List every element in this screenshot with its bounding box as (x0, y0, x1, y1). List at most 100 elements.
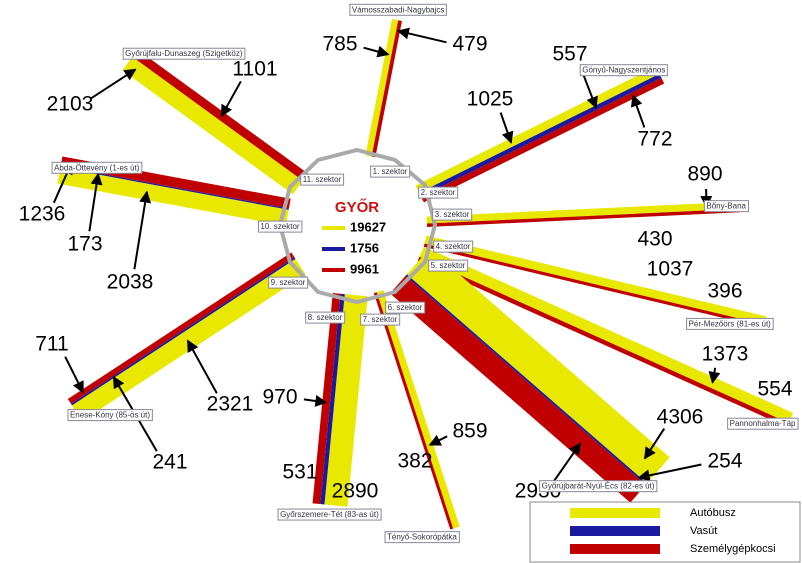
total: 9961 (350, 261, 379, 276)
corridor-name: Pér-Mezőörs (81-es út) (689, 319, 772, 328)
pointer-arrow (428, 434, 448, 446)
flow-value: 531 (282, 461, 317, 484)
flow-value: 1101 (232, 58, 277, 81)
pointer-arrow (363, 45, 390, 58)
flow-band (424, 235, 767, 325)
name-box (122, 47, 246, 60)
corridor-name: Tényő-Sokorópátka (387, 533, 457, 542)
sector-box (428, 259, 469, 272)
name-box (703, 200, 750, 213)
total: 1756 (350, 240, 379, 255)
flow-value: 711 (35, 333, 68, 356)
legend: Autóbusz Vasút Személygépkocsi (529, 501, 801, 563)
corridor-name: Pannonhalma-Táp (730, 419, 796, 428)
sector-label: 6. szektor (388, 303, 423, 312)
flow-value: 859 (452, 420, 487, 443)
sector-box (385, 301, 426, 314)
flow-band (324, 294, 368, 507)
flow-band (427, 208, 741, 227)
total: 19627 (350, 219, 386, 234)
flow-band (132, 49, 308, 181)
pointer-arrow (630, 94, 646, 128)
flow-value: 173 (67, 233, 102, 256)
sector-label: 10. szektor (260, 222, 299, 231)
flow-band (373, 292, 454, 530)
pointer-arrow (499, 112, 514, 144)
sector-label: 2. szektor (421, 188, 456, 197)
flow-band (67, 252, 295, 404)
flow-value: 4306 (657, 406, 704, 429)
flow-band (405, 274, 648, 485)
flow-band (390, 275, 646, 503)
sector-label: 7. szektor (363, 315, 398, 324)
flow-value: 2103 (47, 93, 94, 116)
sector-label: 11. szektor (303, 175, 342, 184)
legend-swatch (570, 544, 660, 554)
pointer-arrow (220, 80, 242, 118)
flow-value: 396 (707, 280, 742, 303)
flow-value: 382 (397, 450, 432, 473)
flow-value: 890 (687, 163, 722, 186)
flow-value: 1037 (647, 258, 694, 281)
name-box (727, 417, 799, 430)
name-box (384, 531, 460, 544)
flow-band (419, 246, 794, 423)
flow-value: 241 (152, 451, 187, 474)
sector-label: 3. szektor (435, 210, 470, 219)
legend-label: Személygépkocsi (690, 543, 776, 555)
corridor-name: Abda-Öttevény (1-es út) (54, 163, 140, 172)
sector-box (360, 313, 401, 326)
flow-value: 479 (452, 33, 487, 56)
corridor-name: Enese-Kóny (85-ös út) (70, 411, 150, 420)
flow-value: 2890 (332, 480, 379, 503)
flow-value: 2321 (207, 393, 254, 416)
legend-label: Vasút (690, 525, 717, 537)
flow-band (406, 248, 670, 484)
sector-label: 9. szektor (271, 278, 306, 287)
flow-band (70, 257, 296, 406)
flow-band (122, 56, 303, 195)
sector-box (433, 240, 474, 253)
flow-value: 554 (757, 378, 792, 401)
sector-box (432, 208, 473, 221)
flow-band (415, 66, 660, 193)
corridor-name: Győrújbarát-Nyúl-Écs (82-es út) (542, 482, 655, 491)
name-box (51, 161, 143, 174)
flow-band (417, 256, 789, 428)
pointer-arrow (186, 339, 218, 394)
flow-band (419, 73, 662, 197)
pointer-arrow (552, 442, 582, 483)
corridor-name: Vámosszabadi-Nagybajcs (352, 5, 445, 14)
ring-road (277, 147, 438, 305)
sector-box (305, 311, 346, 324)
flow-band (365, 19, 399, 157)
flow-band (320, 293, 345, 505)
center-title: GYŐR (335, 198, 379, 216)
pointer-arrow (303, 395, 328, 407)
flow-value: 557 (552, 43, 587, 66)
pointer-arrow (88, 172, 103, 232)
legend-swatch (570, 508, 660, 518)
name-box (686, 317, 774, 330)
corridor-name: Bőny-Bana (706, 202, 746, 211)
sector-label: 8. szektor (308, 313, 343, 322)
legend-label: Autóbusz (690, 507, 736, 519)
name-box (539, 480, 658, 493)
flow-band (421, 77, 665, 203)
flow-value: 2038 (107, 271, 154, 294)
sector-label: 4. szektor (436, 242, 471, 251)
pointer-arrow (643, 428, 666, 460)
flow-value: 1236 (19, 203, 66, 226)
pointer-arrow (637, 463, 702, 482)
corridor-name: Gönyű-Nagyszentjános (582, 66, 665, 75)
flow-band (426, 201, 741, 224)
name-box (67, 409, 153, 422)
flow-value: 254 (707, 450, 742, 473)
legend-swatch (570, 526, 660, 536)
name-box (579, 64, 668, 77)
flow-band (423, 243, 765, 328)
sector-box (370, 165, 411, 178)
name-box (277, 508, 382, 521)
flow-value: 1025 (467, 88, 514, 111)
